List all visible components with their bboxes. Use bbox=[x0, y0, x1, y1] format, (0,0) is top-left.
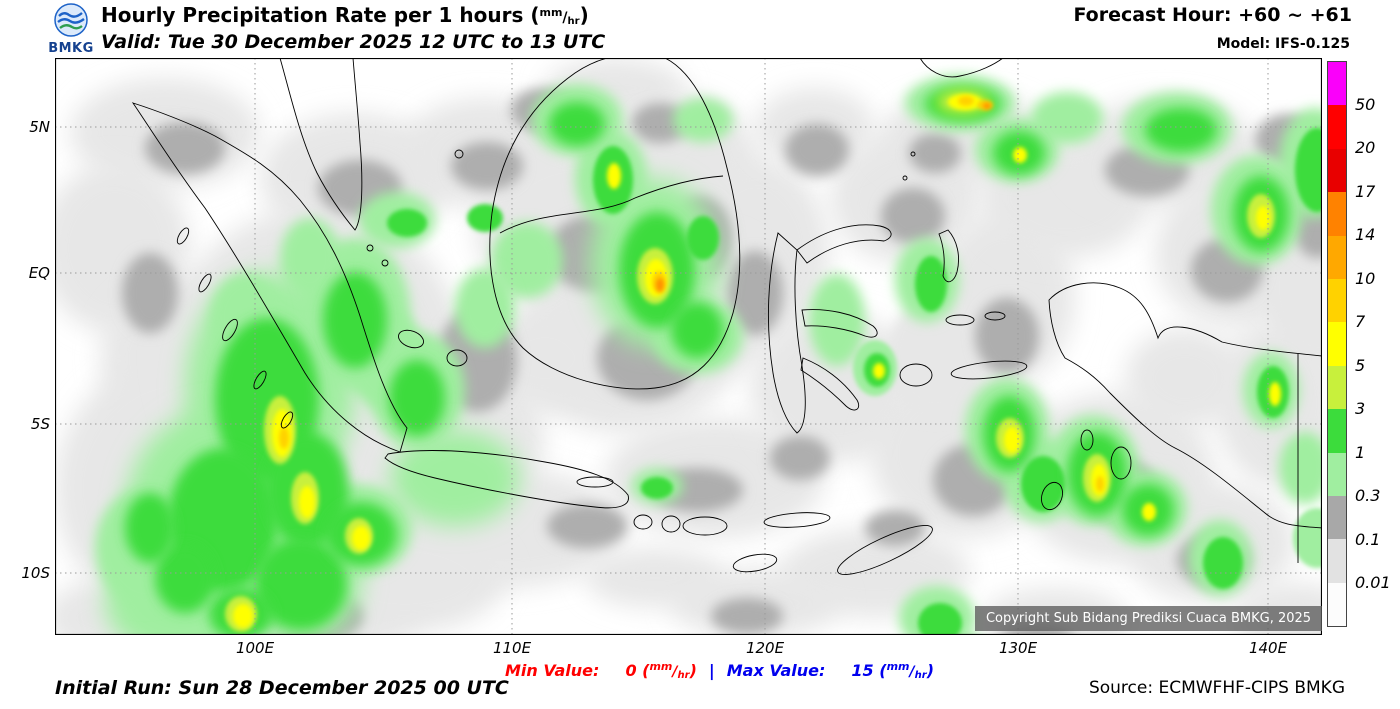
legend-color-cell bbox=[1328, 62, 1346, 106]
model-label: Model: IFS-0.125 bbox=[1216, 36, 1350, 52]
ylabel-10s: 10S bbox=[21, 564, 50, 582]
precipitation-layer bbox=[55, 58, 1322, 635]
minmax-values: Min Value: 0 (mm/hr) | Max Value: 15 (mm/hr) bbox=[505, 660, 934, 681]
legend-value-label: 7 bbox=[1355, 312, 1366, 332]
legend-labels: 50 20 17 14 10 7 5 3 1 0.3 0.1 0.01 bbox=[1355, 61, 1399, 627]
ylabel-5s: 5S bbox=[30, 415, 50, 433]
ylabel-5n: 5N bbox=[29, 118, 50, 136]
legend-color-cell bbox=[1328, 192, 1346, 236]
legend-color-cell bbox=[1328, 322, 1346, 366]
page-title: Hourly Precipitation Rate per 1 hours (m… bbox=[101, 3, 589, 27]
xlabel-140e: 140E bbox=[1248, 639, 1288, 657]
legend-color-cell bbox=[1328, 495, 1346, 540]
legend-value-label: 50 bbox=[1355, 94, 1376, 114]
legend-value-label: 0.01 bbox=[1355, 573, 1391, 593]
legend-color-cell bbox=[1328, 278, 1346, 323]
min-value-label: Min Value: bbox=[505, 661, 600, 680]
bmkg-logo-icon bbox=[54, 3, 88, 37]
min-value: 0 (mm/hr) bbox=[625, 660, 697, 681]
legend-color-cell bbox=[1328, 235, 1346, 279]
xlabel-110e: 110E bbox=[492, 639, 532, 657]
legend-value-label: 3 bbox=[1355, 399, 1366, 419]
legend-value-label: 10 bbox=[1355, 268, 1376, 288]
bmkg-logo-text: BMKG bbox=[48, 41, 94, 56]
xlabel-120e: 120E bbox=[745, 639, 785, 657]
legend-color-cell bbox=[1328, 582, 1346, 627]
map-frame bbox=[55, 58, 1322, 635]
legend-value-label: 0.3 bbox=[1355, 486, 1381, 506]
unit-mm: mm bbox=[539, 6, 563, 19]
legend-color-cell bbox=[1328, 409, 1346, 453]
bmkg-logo: BMKG bbox=[44, 2, 98, 58]
map-copyright: Copyright Sub Bidang Prediksi Cuaca BMKG… bbox=[975, 606, 1322, 631]
xlabel-130e: 130E bbox=[998, 639, 1038, 657]
legend-color-cell bbox=[1328, 148, 1346, 193]
legend-color-cell bbox=[1328, 105, 1346, 149]
legend-value-label: 1 bbox=[1355, 442, 1366, 462]
legend-value-label: 5 bbox=[1355, 355, 1366, 375]
xlabel-100e: 100E bbox=[235, 639, 275, 657]
max-value-label: Max Value: bbox=[726, 661, 826, 680]
precipitation-map bbox=[55, 58, 1322, 635]
coastlines bbox=[131, 58, 1322, 575]
legend-value-label: 0.1 bbox=[1355, 529, 1381, 549]
source-label: Source: ECMWFHF-CIPS BMKG bbox=[1088, 678, 1345, 698]
unit-hr: hr bbox=[567, 16, 580, 27]
ylabel-eq: EQ bbox=[28, 264, 50, 282]
legend-colorbar bbox=[1327, 61, 1347, 627]
legend-value-label: 20 bbox=[1355, 138, 1376, 158]
legend-color-cell bbox=[1328, 539, 1346, 583]
legend-value-label: 17 bbox=[1355, 181, 1376, 201]
legend-color-cell bbox=[1328, 452, 1346, 496]
forecast-hour-label: Forecast Hour: +60 ~ +61 bbox=[1073, 4, 1352, 26]
graticule bbox=[55, 58, 1322, 635]
legend-color-cell bbox=[1328, 365, 1346, 410]
minmax-separator: | bbox=[708, 661, 715, 680]
max-value: 15 (mm/hr) bbox=[851, 660, 935, 681]
legend-value-label: 14 bbox=[1355, 225, 1376, 245]
valid-time-label: Valid: Tue 30 December 2025 12 UTC to 13… bbox=[101, 31, 606, 53]
initial-run-label: Initial Run: Sun 28 December 2025 00 UTC bbox=[55, 677, 509, 699]
title-text: Hourly Precipitation Rate per 1 hours bbox=[101, 3, 531, 27]
